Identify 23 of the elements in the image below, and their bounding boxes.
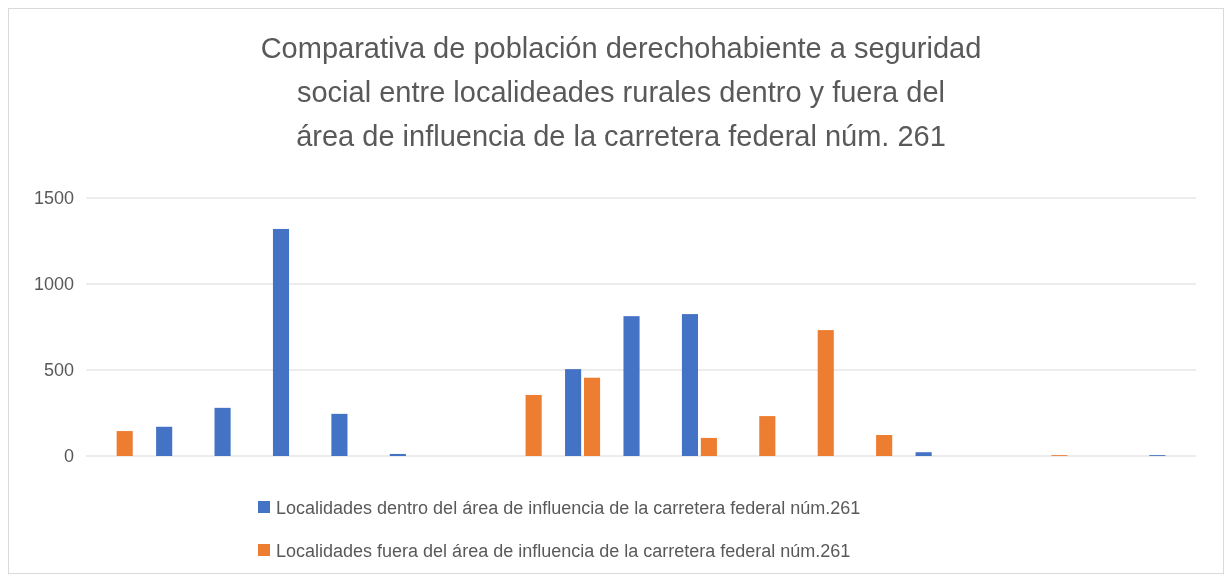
bar bbox=[915, 452, 932, 456]
bar bbox=[681, 314, 698, 456]
bar bbox=[876, 435, 893, 456]
y-tick-label: 0 bbox=[63, 446, 74, 467]
bar bbox=[116, 431, 133, 456]
bar bbox=[759, 416, 776, 456]
y-tick-label: 1500 bbox=[33, 188, 74, 209]
chart-title: Comparativa de población derechohabiente a seguridad social entre localideades rurales dentro y fuera del área de influencia de la carretera federal núm. 261 bbox=[260, 32, 982, 152]
y-tick-label: 500 bbox=[43, 360, 74, 381]
bar bbox=[156, 426, 173, 456]
bar bbox=[214, 407, 231, 456]
y-tick-label: 1000 bbox=[33, 274, 74, 295]
bar bbox=[525, 394, 542, 456]
bar bbox=[389, 453, 406, 456]
legend-label: Localidades fuera del área de influencia de la carretera federal núm.261 bbox=[276, 541, 851, 562]
bar bbox=[272, 228, 290, 456]
bar bbox=[584, 377, 601, 456]
legend-label: Localidades dentro del área de influencia de la carretera federal núm.261 bbox=[276, 498, 861, 519]
bar bbox=[623, 316, 640, 456]
bar bbox=[565, 369, 582, 456]
bar bbox=[817, 330, 834, 456]
bar bbox=[700, 437, 717, 456]
bar bbox=[331, 413, 348, 456]
